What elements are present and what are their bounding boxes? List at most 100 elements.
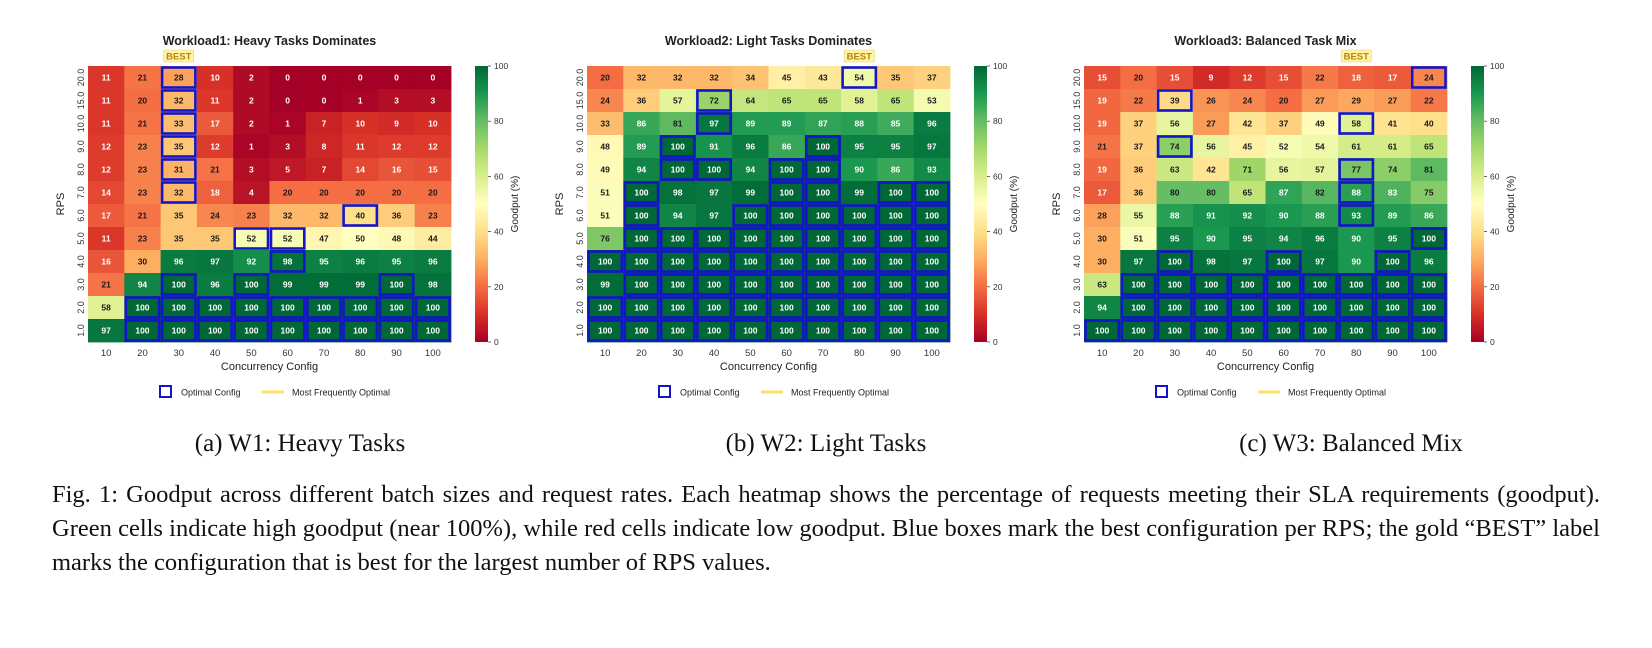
heatmap-cell	[1374, 273, 1412, 297]
optimal-config-box	[1410, 273, 1447, 296]
cell-value-label: 35	[210, 234, 220, 244]
cell-value-label: 0	[322, 73, 327, 83]
heatmap-cell	[160, 204, 198, 228]
optimal-config-box	[623, 250, 660, 273]
cell-value-label: 24	[1424, 73, 1434, 83]
heatmap-cell	[1156, 112, 1194, 136]
cell-value-label: 65	[818, 96, 828, 106]
y-tick-label: 5.0	[575, 232, 585, 245]
heatmap-cell	[1084, 204, 1121, 228]
cell-value-label: 12	[428, 142, 438, 152]
y-tick-label: 4.0	[1072, 255, 1082, 268]
y-tick-label: 1.0	[575, 324, 585, 337]
optimal-config-box	[269, 319, 306, 342]
cell-value-label: 32	[637, 73, 647, 83]
optimal-config-box	[1120, 296, 1157, 319]
heatmap-cell	[1410, 296, 1448, 320]
optimal-config-box	[804, 273, 841, 296]
optimal-config-box	[587, 250, 624, 273]
heatmap-cell	[305, 227, 343, 251]
cell-value-label: 90	[1352, 257, 1362, 267]
cell-value-label: 100	[1277, 257, 1291, 267]
y-tick-label: 15.0	[76, 92, 86, 110]
heatmap-cell	[1192, 112, 1230, 136]
heatmap-cell	[342, 112, 379, 136]
cell-value-label: 1	[285, 119, 290, 129]
heatmap-cell	[877, 227, 915, 251]
heatmap-cell	[732, 135, 769, 159]
optimal-config-box	[696, 158, 733, 181]
heatmap-cell	[695, 227, 733, 251]
heatmap-cell	[124, 319, 161, 343]
heatmap-cell	[841, 204, 878, 228]
legend-frequent-label: Most Frequently Optimal	[791, 388, 889, 398]
heatmap-cell	[88, 181, 125, 205]
cell-value-label: 49	[600, 165, 610, 175]
optimal-config-box	[841, 66, 878, 89]
optimal-config-box	[804, 296, 841, 319]
cell-value-label: 45	[1243, 142, 1253, 152]
heatmap-cell	[1410, 227, 1448, 251]
heatmap-cell	[269, 112, 307, 136]
heatmap-cell	[1410, 273, 1448, 297]
heatmap-cell	[1156, 66, 1194, 90]
cell-value-label: 100	[634, 188, 648, 198]
optimal-config-box	[342, 319, 379, 342]
x-tick-label: 90	[1387, 348, 1398, 359]
heatmap-cell	[1120, 112, 1157, 136]
cell-value-label: 100	[1168, 326, 1182, 336]
heatmap-cell	[1410, 204, 1448, 228]
heatmap-cell	[1084, 158, 1121, 182]
cell-value-label: 42	[1243, 119, 1253, 129]
cell-value-label: 100	[816, 234, 830, 244]
y-tick-label: 3.0	[1072, 278, 1082, 291]
cell-value-label: 3	[285, 142, 290, 152]
heatmap-cell	[659, 250, 697, 274]
cell-value-label: 21	[138, 119, 148, 129]
optimal-config-box	[1156, 296, 1193, 319]
subcaption-a: (a) W1: Heavy Tasks	[194, 430, 406, 457]
heatmap-cell	[124, 204, 161, 228]
optimal-config-box	[913, 273, 950, 296]
heatmap-cell	[124, 181, 161, 205]
optimal-config-box	[1338, 273, 1375, 296]
heatmap-cell	[1192, 135, 1230, 159]
cell-value-label: 97	[927, 142, 937, 152]
cell-value-label: 97	[709, 119, 719, 129]
cell-value-label: 100	[1422, 234, 1436, 244]
heatmap-cell	[1229, 296, 1266, 320]
cell-value-label: 3	[394, 96, 399, 106]
heatmap-cell	[804, 135, 842, 159]
x-tick-label: 20	[636, 348, 647, 359]
cell-value-label: 100	[135, 326, 149, 336]
heatmap-cell	[1374, 135, 1412, 159]
cell-value-label: 86	[891, 165, 901, 175]
cell-value-label: 0	[394, 73, 399, 83]
cell-value-label: 57	[1315, 165, 1325, 175]
cell-value-label: 100	[707, 234, 721, 244]
heatmap-cell	[1084, 296, 1121, 320]
cell-value-label: 15	[1170, 73, 1180, 83]
y-tick-label: 4.0	[575, 255, 585, 268]
heatmap-cell	[1156, 273, 1194, 297]
heatmap-cell	[695, 250, 733, 274]
cell-value-label: 96	[174, 257, 184, 267]
heatmap-cell	[1265, 112, 1303, 136]
x-tick-label: 100	[1421, 348, 1437, 359]
cell-value-label: 1	[249, 142, 254, 152]
cell-value-label: 96	[746, 142, 756, 152]
cell-value-label: 100	[598, 326, 612, 336]
heatmap-cell	[659, 181, 697, 205]
heatmap-cell	[1410, 112, 1448, 136]
best-badge	[1340, 49, 1372, 63]
colorbar-tick-label: 60	[1490, 171, 1500, 181]
heatmap-cell	[378, 66, 416, 90]
heatmap-cell	[804, 158, 842, 182]
cell-value-label: 88	[1352, 188, 1362, 198]
cell-value-label: 16	[101, 257, 111, 267]
cell-value-label: 27	[1388, 96, 1398, 106]
heatmap-cell	[1229, 181, 1266, 205]
cell-value-label: 0	[322, 96, 327, 106]
optimal-config-box	[768, 273, 805, 296]
heatmap-cell	[88, 204, 125, 228]
